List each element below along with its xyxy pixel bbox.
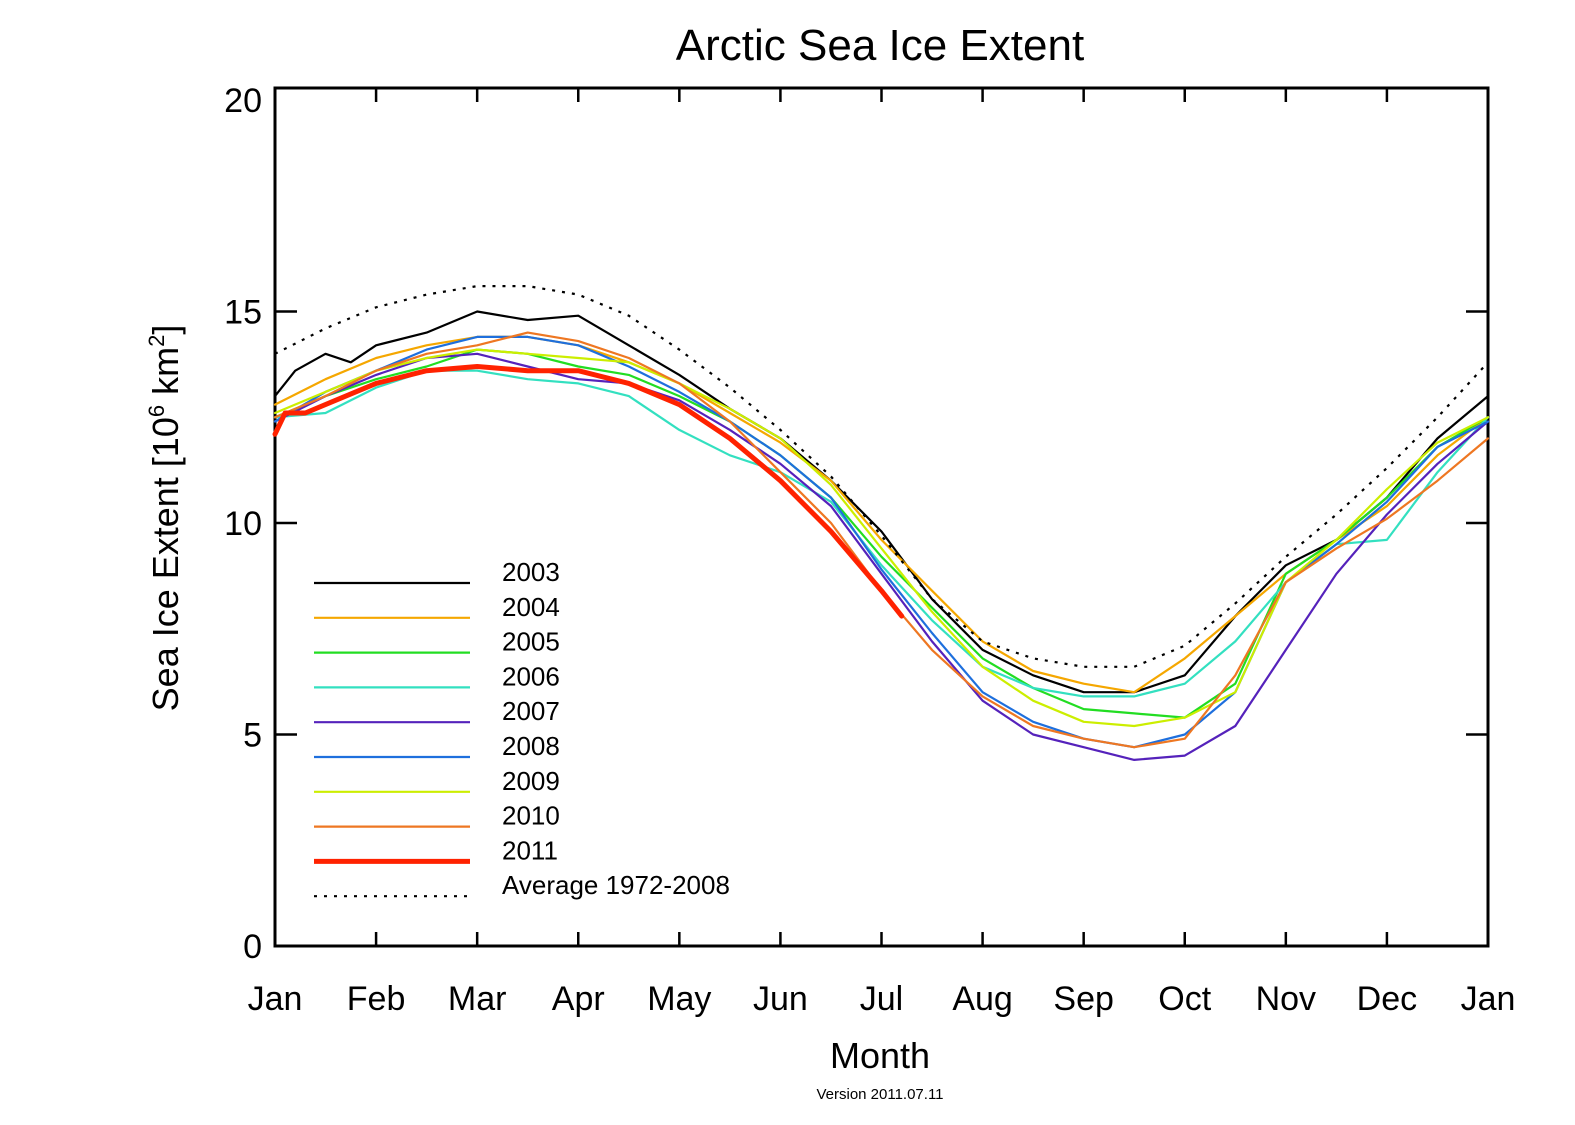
x-tick-label: Aug bbox=[952, 980, 1013, 1018]
legend-label: 2008 bbox=[502, 731, 560, 761]
legend-label: 2006 bbox=[502, 661, 560, 691]
x-tick-label: Jan bbox=[248, 980, 303, 1018]
series-line-2008 bbox=[273, 335, 1490, 749]
legend-label: 2009 bbox=[502, 766, 560, 796]
series-line-2006 bbox=[273, 369, 1490, 698]
x-tick-label: Apr bbox=[552, 980, 605, 1018]
y-axis-label-close: ] bbox=[145, 325, 186, 335]
x-tick-label: Nov bbox=[1256, 980, 1316, 1018]
x-axis: Jan Feb Mar Apr May Jun Jul Aug Sep Oct Nov Dec Jan bbox=[248, 88, 1516, 1018]
x-tick-label: Jul bbox=[860, 980, 903, 1018]
y-axis-label-unit: km bbox=[145, 347, 186, 405]
x-tick-label: Sep bbox=[1053, 980, 1114, 1018]
y-axis-label-unit-exponent: 2 bbox=[144, 335, 169, 347]
legend-label: 2004 bbox=[502, 592, 560, 622]
x-tick-label: Feb bbox=[347, 980, 406, 1018]
series-line-2004 bbox=[273, 335, 1490, 694]
x-tick-label: Dec bbox=[1357, 980, 1417, 1018]
series-line-2005 bbox=[273, 348, 1490, 719]
series-line-2011 bbox=[272, 364, 905, 619]
x-tick-label: Mar bbox=[448, 980, 507, 1018]
legend-label: 2005 bbox=[502, 627, 560, 657]
x-tick-label: Jan bbox=[1461, 980, 1516, 1018]
chart-title: Arctic Sea Ice Extent bbox=[676, 21, 1084, 70]
y-tick-label: 20 bbox=[224, 82, 262, 120]
y-tick-label: 0 bbox=[243, 928, 262, 966]
legend-label: 2011 bbox=[502, 835, 558, 865]
series-line-2009 bbox=[273, 348, 1490, 728]
legend-label: 2007 bbox=[502, 696, 560, 726]
x-tick-label: Jun bbox=[753, 980, 808, 1018]
version-label: Version 2011.07.11 bbox=[816, 1086, 943, 1103]
series-line-2007 bbox=[273, 352, 1490, 761]
x-tick-label: May bbox=[647, 980, 711, 1018]
series-line-average-1972-2008 bbox=[274, 285, 1489, 668]
y-tick-label: 5 bbox=[243, 717, 262, 755]
y-tick-label: 15 bbox=[224, 294, 262, 332]
y-axis-label: Sea Ice Extent [106 km2] bbox=[144, 325, 186, 712]
y-tick-label: 10 bbox=[224, 505, 262, 543]
y-axis: 0 5 10 15 20 bbox=[224, 82, 1488, 966]
legend: 2003 2004 2005 2006 2007 2008 2009 2010 2011 Aver… bbox=[314, 557, 730, 900]
y-axis-label-main: Sea Ice Extent [10 bbox=[145, 417, 186, 711]
x-axis-label: Month bbox=[830, 1035, 930, 1076]
plot-frame bbox=[273, 86, 1490, 948]
y-axis-label-exponent: 6 bbox=[144, 405, 169, 417]
legend-label: Average 1972-2008 bbox=[502, 870, 730, 900]
x-tick-label: Oct bbox=[1158, 980, 1211, 1018]
legend-label: 2010 bbox=[502, 801, 560, 831]
legend-label: 2003 bbox=[502, 557, 560, 587]
series-group bbox=[272, 285, 1490, 761]
